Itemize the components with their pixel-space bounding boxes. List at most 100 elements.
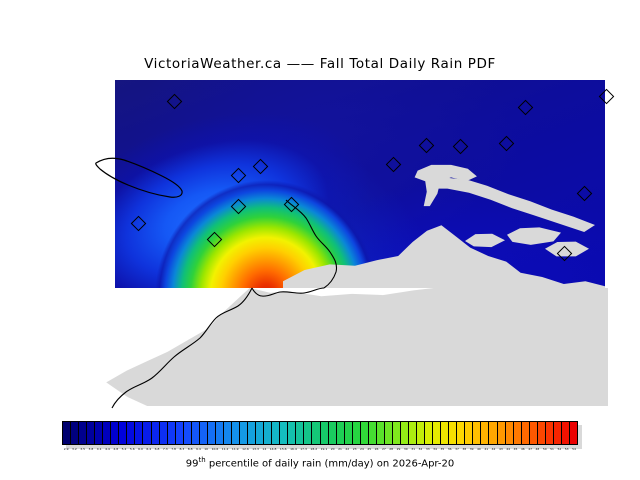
colorbar-tick: 25 — [367, 447, 372, 451]
colorbar-segment — [159, 422, 168, 444]
colorbar-tick: 3.8 — [88, 447, 94, 451]
colorbar-segment — [312, 422, 321, 444]
caption-percentile: 99 — [185, 458, 199, 470]
colorbar-segment — [280, 422, 289, 444]
colorbar-tick: 14.8 — [269, 447, 277, 451]
map-plot[interactable] — [115, 80, 605, 288]
colorbar-tick: 8.8 — [187, 447, 193, 451]
colorbar-tick: 51 — [550, 447, 554, 451]
colorbar-tick: 45 — [513, 447, 518, 451]
colorbar-tick: 8.3 — [179, 447, 185, 451]
colorbar-tick: 17.3 — [300, 447, 307, 451]
colorbar-segment — [207, 422, 216, 444]
colorbar-tick: 9.4 — [195, 447, 201, 451]
land-islet-a — [507, 227, 561, 245]
colorbar-segment — [521, 422, 530, 444]
colorbar-segment — [183, 422, 192, 444]
colorbar-segment — [336, 422, 345, 444]
colorbar-tick: 43 — [498, 447, 503, 451]
colorbar-tick: 15.6 — [279, 447, 287, 451]
colorbar-tick: 4.4 — [105, 447, 110, 451]
colorbar-segment — [135, 422, 144, 444]
colorbar-tick: 27 — [381, 447, 386, 451]
page-title: VictoriaWeather.ca —— Fall Total Daily R… — [144, 56, 496, 72]
colorbar-segment — [409, 422, 418, 444]
colorbar-segment — [449, 422, 458, 444]
colorbar-segment — [473, 422, 482, 444]
colorbar-segment — [441, 422, 450, 444]
colorbar-tick: 5.2 — [121, 447, 127, 451]
colorbar-segment — [272, 422, 281, 444]
colorbar-tick: 36 — [447, 447, 452, 451]
colorbar-segment — [199, 422, 208, 444]
colorbar-tick: 3.5 — [80, 447, 86, 451]
colorbar-segment — [151, 422, 160, 444]
colorbar[interactable] — [62, 421, 582, 449]
colorbar-gradient[interactable] — [62, 421, 578, 445]
colorbar-tick: 14 — [262, 447, 267, 451]
caption-rest: percentile of daily rain (mm/day) on 202… — [205, 458, 455, 470]
colorbar-tick: 31 — [411, 447, 416, 451]
colorbar-segment — [497, 422, 506, 444]
colorbar-segment — [465, 422, 474, 444]
land-islet-c — [465, 233, 505, 248]
colorbar-segment — [344, 422, 353, 444]
colorbar-tick: 50 — [542, 447, 547, 451]
colorbar-segment — [248, 422, 257, 444]
colorbar-tick: 32 — [418, 447, 423, 451]
colorbar-tick: 7.8 — [171, 447, 176, 451]
colorbar-segment — [63, 422, 72, 444]
colorbar-tick: 2.9 — [63, 447, 69, 451]
colorbar-segment — [103, 422, 112, 444]
colorbar-segment — [537, 422, 546, 444]
colorbar-segment — [384, 422, 393, 444]
colorbar-segment — [376, 422, 385, 444]
land-lower-mainland — [106, 288, 608, 406]
colorbar-tick: 41 — [484, 447, 489, 451]
colorbar-tick: 53 — [564, 447, 569, 451]
colorbar-segment — [392, 422, 401, 444]
colorbar-tick: 4.1 — [96, 447, 102, 451]
caption-ordinal: th — [198, 456, 206, 464]
colorbar-tick: 6.4 — [146, 447, 152, 451]
colorbar-tick: 38 — [462, 447, 467, 451]
colorbar-tick: 46 — [520, 447, 525, 451]
colorbar-segment — [433, 422, 442, 444]
colorbar-segment — [256, 422, 265, 444]
colorbar-segment — [215, 422, 224, 444]
colorbar-segment — [304, 422, 313, 444]
colorbar-segment — [569, 422, 577, 444]
colorbar-segment — [417, 422, 426, 444]
colorbar-segment — [425, 422, 434, 444]
colorbar-tick: 35 — [440, 447, 445, 451]
colorbar-segment — [231, 422, 241, 444]
colorbar-tick: 22 — [345, 447, 350, 451]
colorbar-segment — [296, 422, 305, 444]
colorbar-tick: 6.0 — [138, 447, 143, 451]
colorbar-segment — [545, 422, 554, 444]
colorbar-tick: 7.3 — [162, 447, 168, 451]
colorbar-segment — [352, 422, 361, 444]
colorbar-segment — [457, 422, 466, 444]
colorbar-tick-labels: 2.9 3.2 3.5 3.8 4.1 4.4 4.8 5.2 5.6 6.0 6.4 6.8 7.3 7… — [62, 445, 578, 454]
colorbar-tick: 34 — [433, 447, 437, 451]
colorbar-segment — [264, 422, 273, 444]
colorbar-tick: 23 — [352, 447, 357, 451]
colorbar-segment — [320, 422, 329, 444]
colorbar-segment — [175, 422, 184, 444]
colorbar-tick: 47 — [528, 447, 533, 451]
colorbar-segment — [95, 422, 104, 444]
colorbar-segment — [505, 422, 514, 444]
colorbar-tick: 20 — [330, 447, 335, 451]
colorbar-segment — [223, 422, 232, 444]
colorbar-tick: 21 — [338, 447, 342, 451]
colorbar-tick: 4.8 — [113, 447, 119, 451]
colorbar-tick: 6.8 — [154, 447, 160, 451]
colorbar-tick: 33 — [425, 447, 430, 451]
colorbar-tick: 11.9 — [231, 447, 239, 451]
colorbar-tick: 48 — [535, 447, 540, 451]
colorbar-segment — [513, 422, 522, 444]
colorbar-segment — [561, 422, 570, 444]
colorbar-tick: 39 — [469, 447, 474, 451]
colorbar-segment — [368, 422, 377, 444]
